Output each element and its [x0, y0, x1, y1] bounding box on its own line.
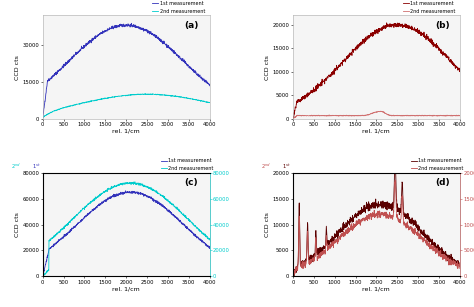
X-axis label: rel. 1/cm: rel. 1/cm	[363, 129, 390, 134]
Y-axis label: CCD cts: CCD cts	[15, 212, 19, 237]
Text: (a): (a)	[184, 21, 199, 30]
Legend: 1st measurement, 2nd measurement: 1st measurement, 2nd measurement	[159, 157, 215, 173]
Legend: 1st measurement, 2nd measurement: 1st measurement, 2nd measurement	[401, 0, 457, 15]
Legend: 1st measurement, 2nd measurement: 1st measurement, 2nd measurement	[409, 157, 465, 173]
Legend: 1st measurement, 2nd measurement: 1st measurement, 2nd measurement	[151, 0, 207, 15]
Text: 1$^{st}$: 1$^{st}$	[32, 162, 40, 171]
Y-axis label: CCD cts: CCD cts	[265, 55, 270, 80]
Y-axis label: CCD cts: CCD cts	[265, 212, 270, 237]
Y-axis label: CCD cts: CCD cts	[15, 55, 19, 80]
X-axis label: rel. 1/cm: rel. 1/cm	[112, 286, 140, 291]
X-axis label: rel. 1/cm: rel. 1/cm	[363, 286, 390, 291]
Text: (c): (c)	[184, 178, 198, 187]
Text: 2$^{nd}$: 2$^{nd}$	[11, 161, 21, 171]
Text: 2$^{nd}$: 2$^{nd}$	[261, 161, 271, 171]
Text: (b): (b)	[435, 21, 449, 30]
Text: 1$^{st}$: 1$^{st}$	[282, 162, 291, 171]
X-axis label: rel. 1/cm: rel. 1/cm	[112, 129, 140, 134]
Text: (d): (d)	[435, 178, 449, 187]
